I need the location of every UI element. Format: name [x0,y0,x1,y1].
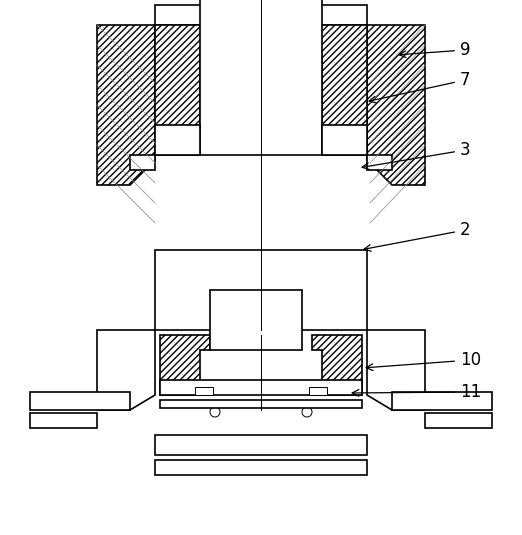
Bar [155,460,367,475]
Polygon shape [155,25,220,155]
Bar [155,435,367,455]
Polygon shape [97,25,155,185]
Bar [155,125,200,155]
Bar [309,387,327,395]
Text: 9: 9 [399,41,470,59]
Bar [30,392,130,410]
Polygon shape [97,330,155,410]
Bar [210,290,302,350]
Bar [425,413,492,428]
Bar [220,0,302,25]
Bar [155,5,367,25]
Bar [30,413,97,428]
Text: 2: 2 [364,221,471,251]
Text: 3: 3 [362,141,471,170]
Polygon shape [367,330,425,410]
Text: 11: 11 [352,383,481,401]
Polygon shape [160,335,210,395]
Polygon shape [302,25,367,155]
Polygon shape [312,335,362,395]
Bar [195,387,213,395]
Bar [155,250,367,330]
Bar [160,380,362,395]
Bar [160,400,362,408]
Bar [200,0,322,155]
Text: 7: 7 [369,71,470,103]
Bar [130,155,155,170]
Bar [392,392,492,410]
Bar [322,125,367,155]
Polygon shape [367,25,425,185]
Bar [367,155,392,170]
Text: 10: 10 [366,351,481,371]
